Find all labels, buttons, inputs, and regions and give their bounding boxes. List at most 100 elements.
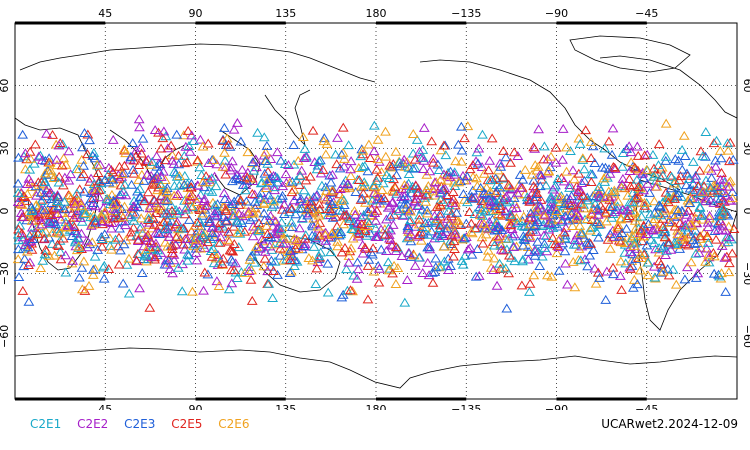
obs-triangle — [430, 262, 442, 272]
obs-triangle — [690, 225, 701, 235]
obs-triangle — [103, 177, 115, 187]
obs-triangle — [57, 180, 69, 190]
obs-triangle — [716, 167, 727, 177]
obs-triangle — [651, 181, 663, 191]
obs-triangle — [246, 295, 258, 305]
obs-triangle — [21, 179, 33, 189]
coast-greenland — [569, 35, 691, 73]
obs-triangle — [426, 136, 438, 146]
obs-triangle — [313, 210, 325, 220]
obs-triangle — [214, 237, 226, 247]
obs-triangle — [668, 211, 680, 221]
obs-triangle — [259, 168, 271, 178]
obs-triangle — [652, 208, 664, 218]
legend-item-c2e5: C2E5 — [171, 417, 203, 431]
obs-triangle — [723, 181, 735, 191]
obs-triangle — [625, 157, 637, 167]
obs-triangle — [383, 265, 395, 275]
obs-triangle — [517, 231, 529, 241]
obs-triangle — [294, 171, 306, 181]
obs-triangle — [327, 212, 339, 222]
obs-triangle — [477, 129, 488, 139]
obs-triangle — [89, 185, 101, 195]
obs-triangle — [626, 197, 638, 207]
lon-tick-label-bottom: 180 — [366, 403, 387, 410]
obs-triangle — [655, 164, 667, 174]
obs-triangle — [352, 264, 364, 274]
obs-triangle — [206, 251, 218, 261]
obs-triangle — [473, 270, 485, 280]
obs-triangle — [300, 230, 312, 240]
lat-tick-label-left: 0 — [0, 208, 11, 215]
obs-triangle — [546, 271, 558, 281]
obs-triangle — [663, 237, 675, 247]
obs-triangle — [117, 212, 129, 222]
obs-triangle — [292, 235, 304, 245]
obs-triangle — [19, 253, 31, 263]
obs-triangle — [142, 154, 154, 164]
obs-triangle — [529, 160, 541, 170]
obs-triangle — [402, 221, 414, 231]
obs-triangle — [604, 229, 616, 239]
obs-triangle — [118, 144, 130, 154]
obs-triangle — [198, 182, 210, 192]
obs-triangle — [203, 158, 214, 168]
obs-triangle — [16, 199, 28, 209]
obs-triangle — [320, 235, 332, 245]
obs-triangle — [141, 169, 153, 179]
obs-triangle — [31, 190, 42, 200]
obs-triangle — [587, 245, 599, 254]
obs-triangle — [290, 209, 302, 219]
obs-triangle — [77, 142, 88, 152]
obs-triangle — [420, 196, 432, 206]
obs-triangle — [532, 236, 543, 246]
obs-triangle — [219, 155, 231, 165]
obs-triangle — [412, 187, 424, 197]
obs-triangle — [265, 261, 276, 271]
obs-triangle — [192, 155, 203, 165]
obs-triangle — [516, 220, 528, 230]
obs-triangle — [377, 178, 389, 188]
obs-triangle — [714, 174, 726, 184]
obs-triangle — [456, 234, 468, 244]
obs-triangle — [700, 126, 712, 136]
obs-triangle — [357, 161, 368, 171]
obs-triangle — [723, 258, 735, 268]
obs-triangle — [315, 155, 326, 165]
obs-triangle — [599, 143, 611, 153]
obs-triangle — [452, 139, 464, 149]
obs-triangle — [672, 229, 683, 239]
obs-triangle — [223, 196, 235, 206]
obs-triangle — [589, 263, 601, 273]
obs-triangle — [532, 205, 544, 215]
obs-triangle — [686, 220, 698, 230]
obs-triangle — [231, 217, 243, 227]
obs-triangle — [41, 185, 52, 195]
obs-triangle — [75, 198, 87, 207]
obs-triangle — [398, 199, 410, 209]
obs-triangle — [497, 245, 509, 255]
obs-triangle — [71, 188, 83, 198]
obs-triangle — [227, 246, 239, 256]
obs-triangle — [344, 213, 356, 223]
obs-triangle — [485, 197, 496, 207]
obs-triangle — [35, 196, 47, 206]
obs-triangle — [508, 229, 520, 239]
obs-triangle — [648, 163, 660, 173]
obs-triangle — [392, 263, 404, 273]
obs-triangle — [93, 192, 105, 202]
lat-tick-label-left: −60 — [0, 325, 11, 348]
obs-triangle — [462, 121, 474, 131]
obs-triangle — [25, 153, 36, 163]
obs-triangle — [22, 207, 34, 217]
obs-triangle — [363, 139, 375, 149]
obs-triangle — [443, 265, 454, 275]
obs-triangle — [503, 179, 515, 189]
obs-triangle — [159, 175, 171, 185]
obs-triangle — [209, 200, 221, 210]
obs-triangle — [669, 237, 680, 247]
obs-triangle — [439, 256, 450, 266]
obs-triangle — [53, 177, 65, 187]
obs-triangle — [269, 182, 280, 192]
obs-triangle — [174, 171, 185, 180]
